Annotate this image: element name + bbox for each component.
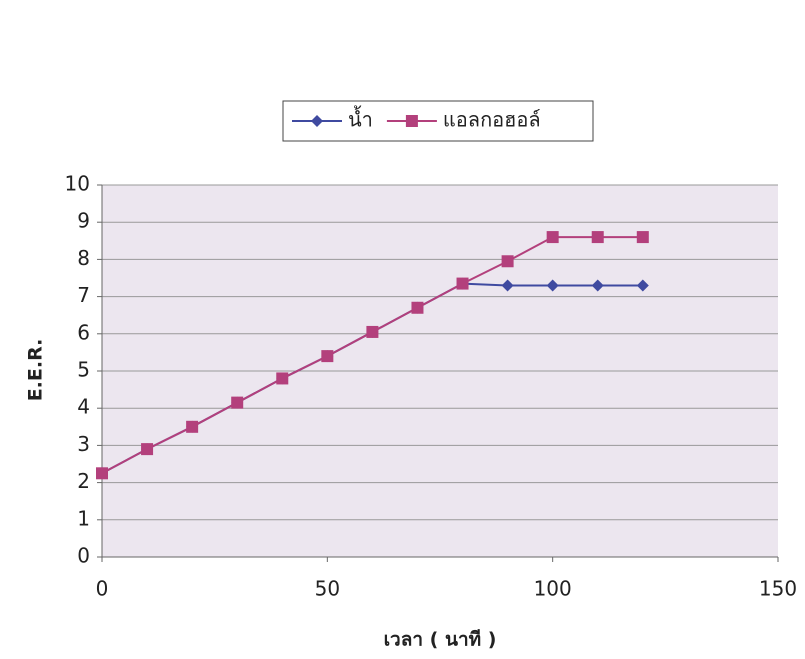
marker xyxy=(231,396,244,409)
x-tick-label: 100 xyxy=(534,577,572,601)
marker xyxy=(366,325,379,338)
marker xyxy=(501,279,514,292)
y-tick-label: 9 xyxy=(77,209,90,233)
marker xyxy=(411,301,424,314)
legend-label: น้ำ xyxy=(348,106,373,132)
marker xyxy=(636,231,649,244)
marker xyxy=(636,279,649,292)
marker xyxy=(591,231,604,244)
x-axis-title: เวลา ( นาที ) xyxy=(384,629,497,651)
marker xyxy=(141,443,154,456)
y-tick-label: 3 xyxy=(77,432,90,456)
y-tick-label: 8 xyxy=(77,246,90,270)
marker xyxy=(96,467,108,480)
x-tick-label: 150 xyxy=(759,577,797,601)
y-tick-label: 0 xyxy=(77,544,90,568)
marker xyxy=(501,255,514,268)
marker xyxy=(546,231,559,244)
marker xyxy=(186,420,199,433)
x-tick-label: 0 xyxy=(96,577,109,601)
marker xyxy=(546,279,559,292)
y-tick-label: 2 xyxy=(77,469,90,493)
marker xyxy=(405,115,418,127)
x-tick-label: 50 xyxy=(315,577,340,601)
marker xyxy=(311,115,323,127)
marker xyxy=(321,350,334,363)
y-tick-label: 6 xyxy=(77,320,90,344)
marker xyxy=(591,279,604,292)
y-tick-label: 10 xyxy=(65,172,90,196)
y-tick-label: 4 xyxy=(77,395,90,419)
marker xyxy=(276,372,289,385)
y-tick-label: 5 xyxy=(77,358,90,382)
legend-label: แอลกอฮอล์ xyxy=(443,108,541,132)
y-axis-title: E.E.R. xyxy=(25,339,47,402)
y-tick-label: 7 xyxy=(77,283,90,307)
marker xyxy=(456,277,469,290)
y-tick-label: 1 xyxy=(77,506,90,530)
